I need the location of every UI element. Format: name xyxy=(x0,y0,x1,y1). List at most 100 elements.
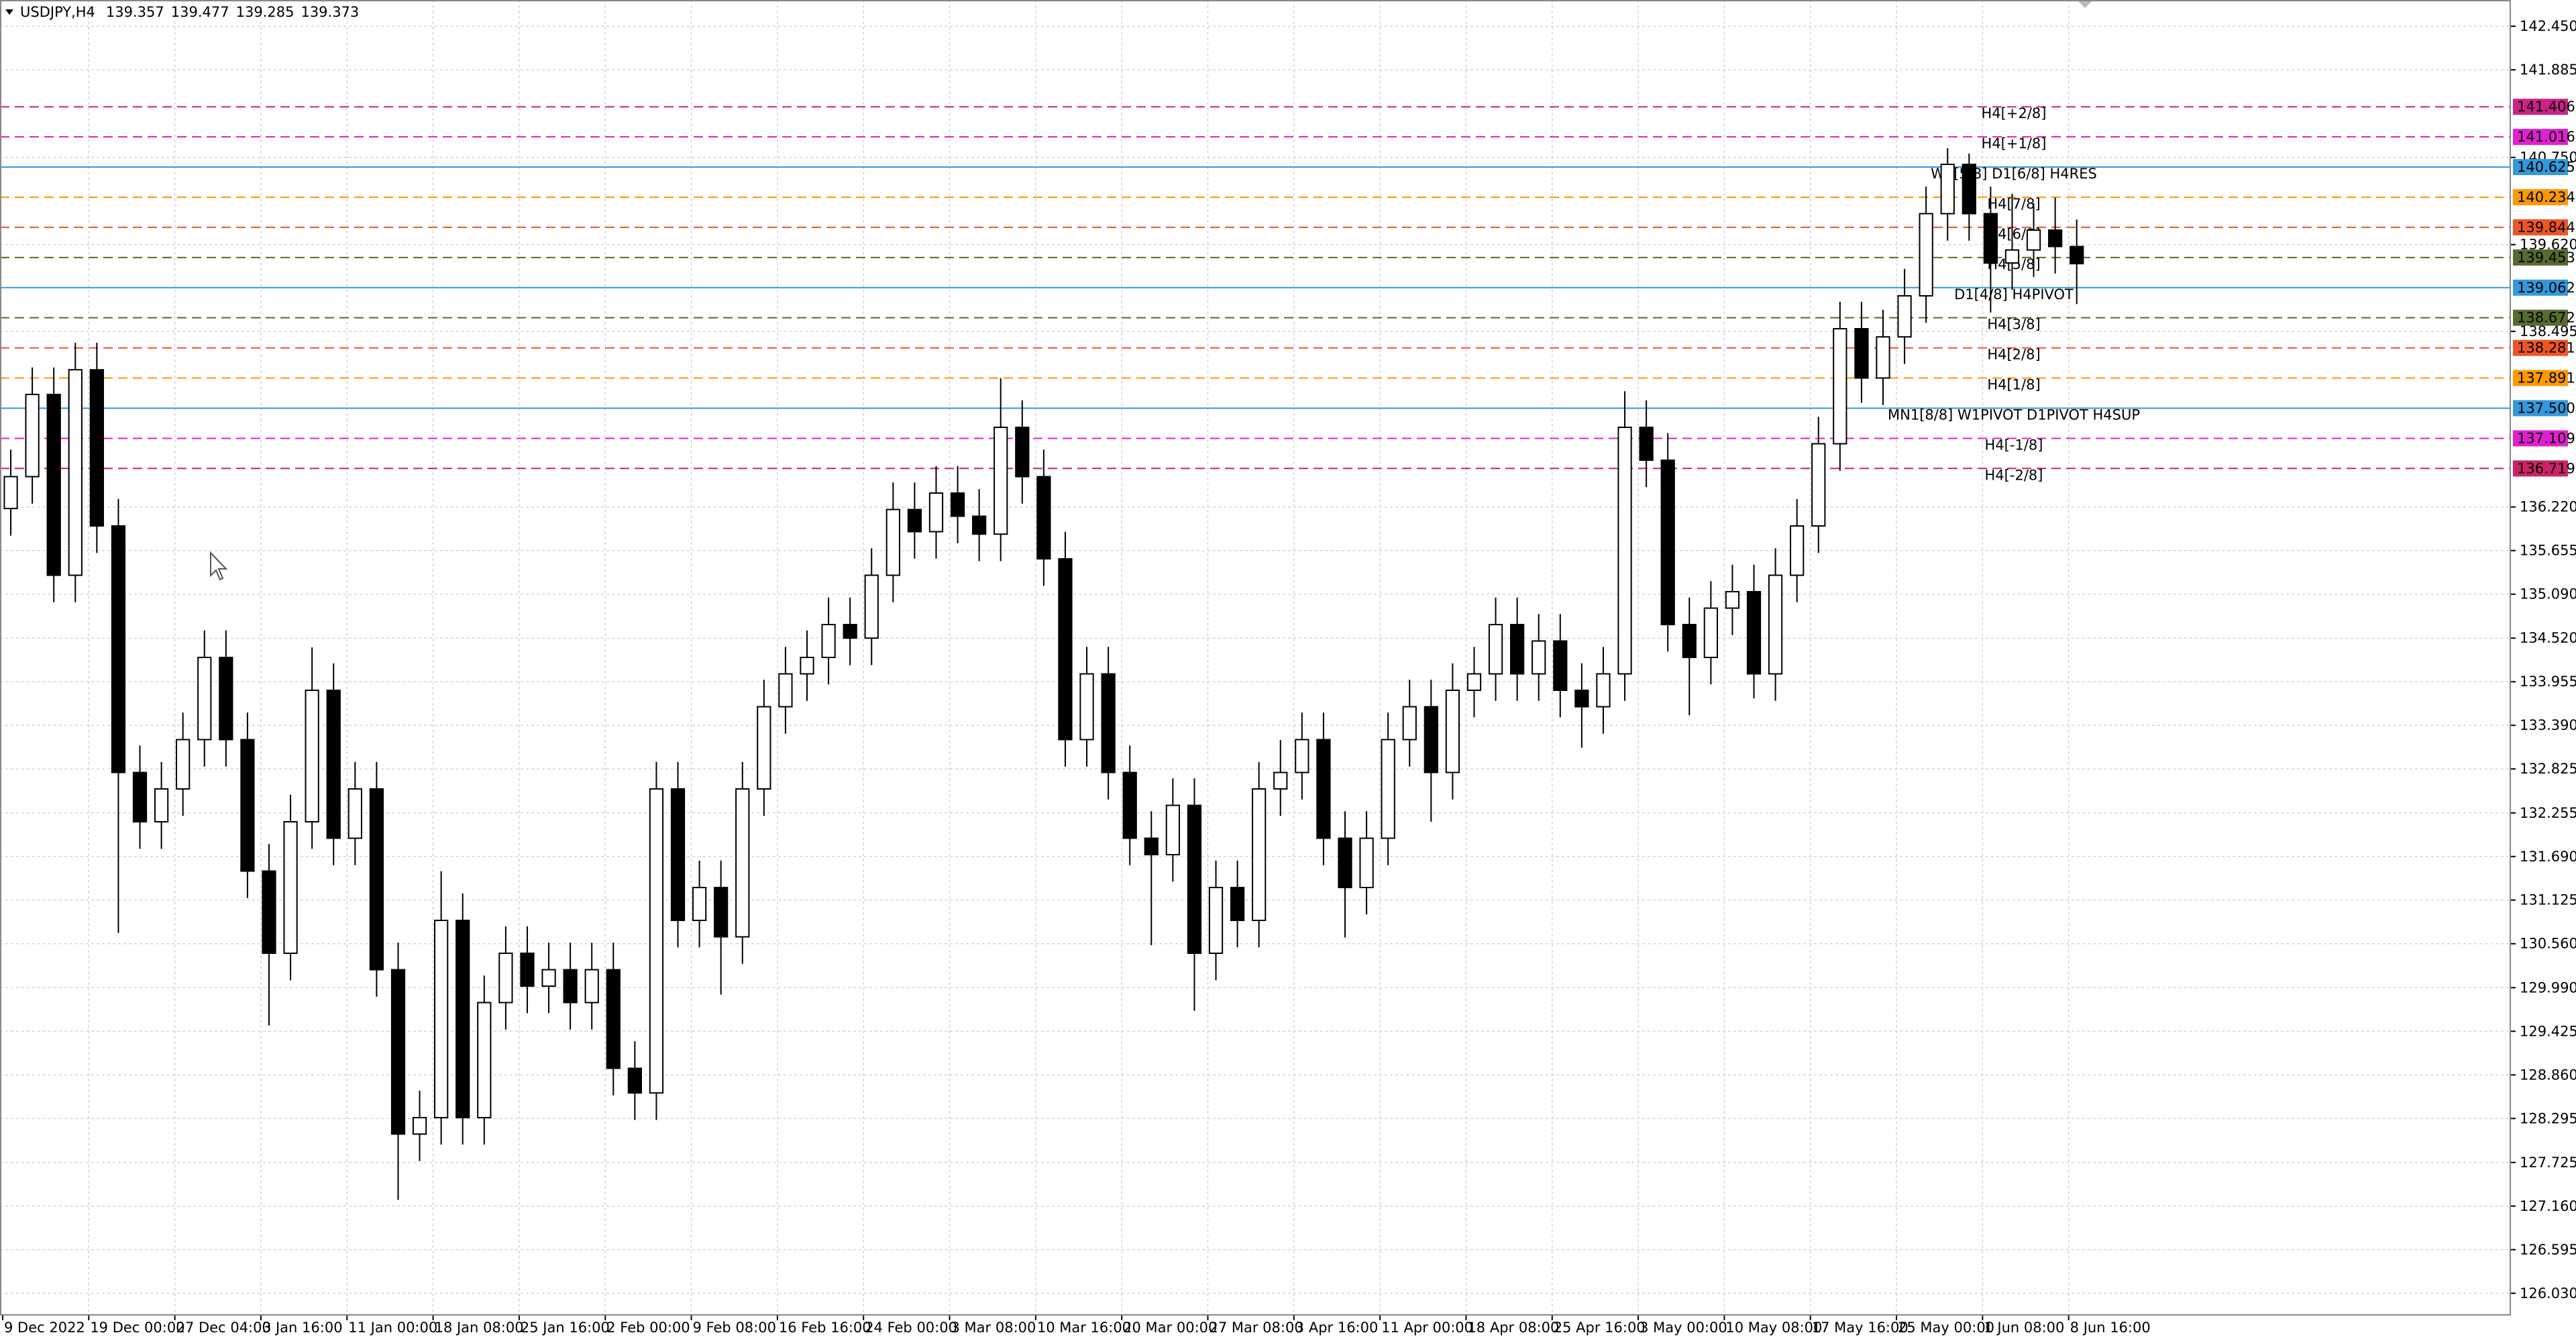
level-name: H4[7/8] xyxy=(1987,196,2040,212)
x-tick-label: 27 Mar 08:00 xyxy=(1209,1320,1303,1336)
y-tick-label: 135.655 xyxy=(2520,543,2576,559)
candle-body xyxy=(1252,788,1267,921)
candle-body xyxy=(950,492,965,517)
level-price-box xyxy=(2513,400,2568,417)
chart-header: USDJPY,H4 139.357 139.477 139.285 139.373 xyxy=(20,4,359,20)
candle-body xyxy=(1596,673,1611,708)
levels-layer: H4[+2/8] H4[+1/8] W1[5/8] D1[6/8] H4RES H4[… xyxy=(0,105,2510,483)
candle-body xyxy=(1208,887,1224,954)
candle-body xyxy=(1101,673,1116,773)
x-tick-label: 25 May 00:00 xyxy=(1898,1320,1994,1336)
level-name: H4[-1/8] xyxy=(1985,437,2043,453)
candle-body xyxy=(326,690,341,839)
level-price-box xyxy=(2513,219,2568,235)
candle-body xyxy=(1919,213,1933,297)
candle-body xyxy=(778,673,793,708)
level-price-label: 137.500 xyxy=(2517,400,2575,416)
y-tick-label: 133.955 xyxy=(2520,674,2576,690)
candle-body xyxy=(2070,246,2084,265)
y-tick-label: 136.220 xyxy=(2520,499,2576,515)
level-name: H4[1/8] xyxy=(1987,377,2040,393)
candle-body xyxy=(1940,164,1955,215)
y-tick-label: 131.690 xyxy=(2520,849,2576,865)
candle-body xyxy=(928,492,944,533)
candle-body xyxy=(1897,295,1912,338)
x-tick-label: 11 Apr 00:00 xyxy=(1381,1320,1473,1336)
x-tick-label: 24 Feb 00:00 xyxy=(865,1320,957,1336)
candle-body xyxy=(89,369,104,527)
level-price-box xyxy=(2513,430,2568,447)
candle-body xyxy=(1746,591,1762,675)
x-tick-label: 9 Dec 2022 xyxy=(4,1320,85,1336)
y-tick-label: 132.825 xyxy=(2520,761,2576,777)
y-tick-label: 128.295 xyxy=(2520,1110,2576,1126)
candle-body xyxy=(1682,624,1697,658)
candle-body xyxy=(132,771,148,822)
candle-body xyxy=(369,788,384,971)
candle-body xyxy=(1036,476,1051,559)
level-name: H4[2/8] xyxy=(1987,347,2040,363)
candle-body xyxy=(1983,213,1998,264)
level-price-box xyxy=(2513,279,2568,296)
x-tick-label: 11 Jan 00:00 xyxy=(348,1320,437,1336)
candle-body xyxy=(1316,739,1331,839)
level-price-box xyxy=(2513,99,2568,115)
level-name: D1[4/8] H4PIVOT xyxy=(1954,286,2074,303)
level-name: MN1[8/8] W1PIVOT D1PIVOT H4SUP xyxy=(1888,407,2140,423)
candle-body xyxy=(735,788,750,938)
candle-body xyxy=(1445,690,1460,773)
candle-body xyxy=(1230,887,1245,921)
candle-body xyxy=(1079,673,1094,741)
level-price-box xyxy=(2513,309,2568,326)
menu-triangle[interactable] xyxy=(5,9,13,15)
candle-body xyxy=(1015,427,1030,478)
symbol-title: USDJPY,H4 xyxy=(20,4,95,20)
candle-body xyxy=(1144,837,1159,855)
candle-body xyxy=(1725,591,1740,609)
y-tick-label: 135.090 xyxy=(2520,586,2576,602)
x-tick-label: 10 Mar 16:00 xyxy=(1037,1320,1131,1336)
x-tick-label: 2 Feb 00:00 xyxy=(606,1320,690,1336)
candle-body xyxy=(197,657,212,741)
candle-body xyxy=(1510,624,1525,675)
candle-body xyxy=(757,706,771,790)
level-name: H4[+1/8] xyxy=(1982,136,2047,152)
candle-body xyxy=(1617,427,1632,675)
x-tick-label: 9 Feb 08:00 xyxy=(693,1320,776,1336)
candle-body xyxy=(154,788,169,822)
x-tick-label: 1 Jun 08:00 xyxy=(1984,1320,2064,1336)
candle-body xyxy=(627,1067,642,1094)
candle-body xyxy=(305,690,319,822)
level-name: W1[5/8] D1[6/8] H4RES xyxy=(1931,166,2097,182)
candle-body xyxy=(1833,328,1847,445)
x-tick-label: 10 May 08:00 xyxy=(1725,1320,1822,1336)
candle-body xyxy=(1466,673,1482,691)
candle-body xyxy=(649,788,664,1094)
y-tick-label: 142.450 xyxy=(2520,18,2576,34)
candle-body xyxy=(541,969,556,987)
level-price-box xyxy=(2513,129,2568,146)
y-tick-label: 130.560 xyxy=(2520,936,2576,952)
level-price-box xyxy=(2513,339,2568,356)
level-price-label: 136.719 xyxy=(2517,460,2575,476)
x-tick-label: 3 May 00:00 xyxy=(1640,1320,1727,1336)
level-price-box xyxy=(2513,189,2568,205)
candle-body xyxy=(1660,460,1675,625)
level-price-box xyxy=(2513,460,2568,477)
candle-body xyxy=(1639,427,1654,461)
candle-body xyxy=(843,624,857,639)
y-tick-label: 129.990 xyxy=(2520,979,2576,996)
candle-body xyxy=(347,788,362,839)
candle-body xyxy=(1359,837,1374,888)
candle-body xyxy=(25,394,40,478)
candle-body xyxy=(2004,249,2020,264)
shift-marker xyxy=(2078,1,2092,8)
x-tick-label: 25 Apr 16:00 xyxy=(1554,1320,1646,1336)
y-tick-label: 126.030 xyxy=(2520,1285,2576,1301)
candle-body xyxy=(1553,640,1568,691)
mouse-cursor xyxy=(210,551,228,581)
level-price-box xyxy=(2513,370,2568,386)
